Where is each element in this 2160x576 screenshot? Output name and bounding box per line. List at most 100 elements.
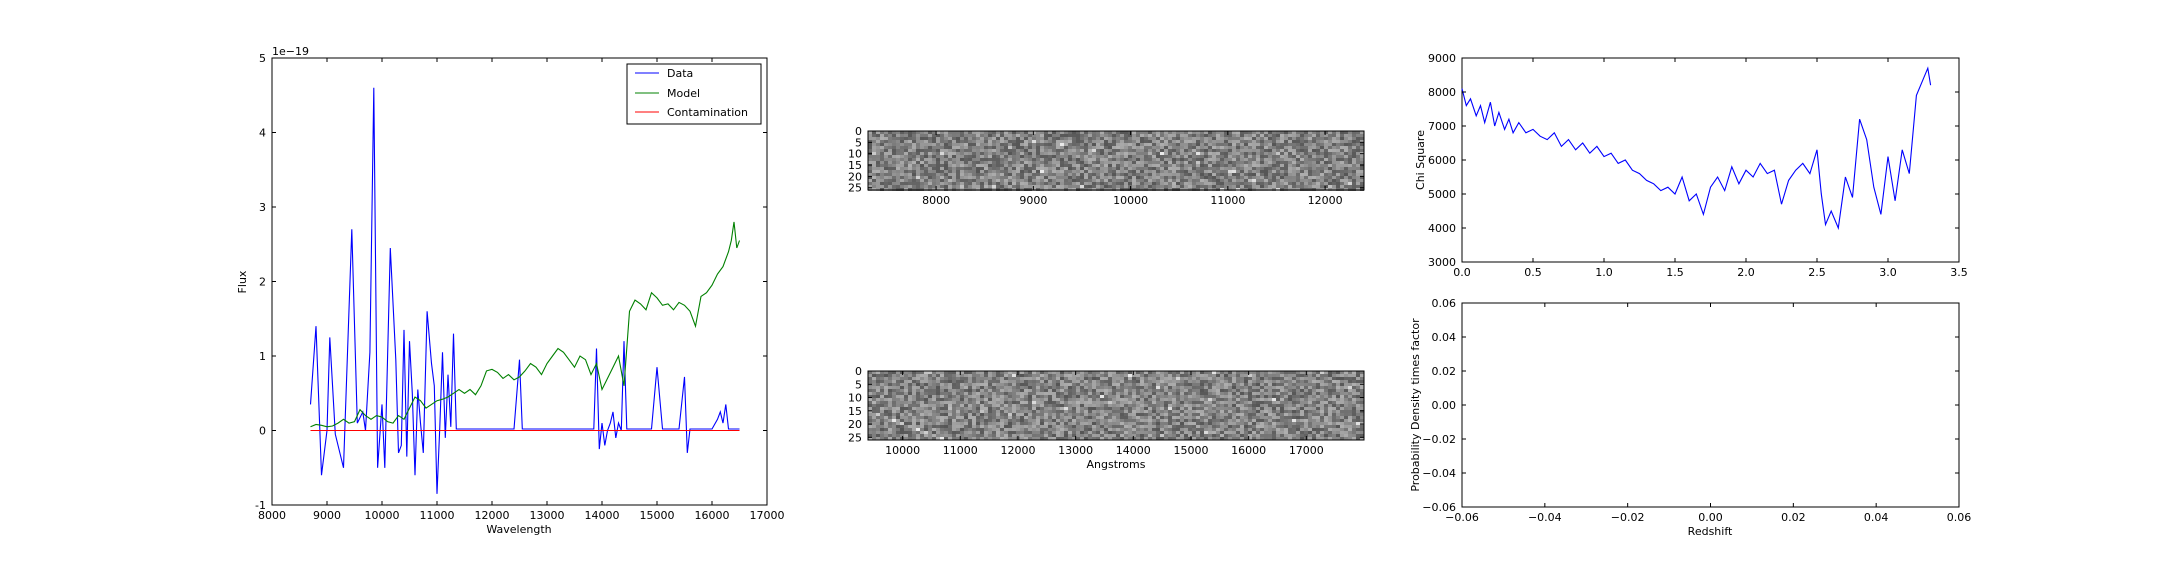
top-image-pixel [1224, 170, 1228, 173]
bottom-image-pixel [1040, 401, 1044, 404]
top-image-pixel [1068, 152, 1072, 155]
bottom-image-pixel [1060, 395, 1064, 398]
bottom-image-pixel [1320, 407, 1324, 410]
bottom-image-pixel [1236, 422, 1240, 425]
top-image-pixel [1104, 161, 1108, 164]
top-image-pixel [1260, 149, 1264, 152]
bottom-image-pixel [1036, 395, 1040, 398]
bottom-image-pixel [1320, 383, 1324, 386]
bottom-image-pixel [1284, 410, 1288, 413]
top-image-pixel [972, 164, 976, 167]
top-image-pixel [872, 140, 876, 143]
bottom-image-pixel [1352, 407, 1356, 410]
flux-spectrum-panel: 8000 9000 10000 11000 12000 13000 14000 15000 16… [236, 45, 785, 536]
bottom-image-pixel [1148, 422, 1152, 425]
top-image-pixel [892, 170, 896, 173]
top-image-pixel [1032, 161, 1036, 164]
bottom-image-pixel [1212, 401, 1216, 404]
bottom-image-pixel [1192, 386, 1196, 389]
bottom-image-pixel [1212, 392, 1216, 395]
top-image-pixel [1100, 155, 1104, 158]
top-image-pixel [972, 146, 976, 149]
bottom-image-pixel [1088, 392, 1092, 395]
top-image-pixel [1328, 176, 1332, 179]
top-image-pixel [868, 140, 872, 143]
bottom-image-pixel [936, 410, 940, 413]
top-image-pixel [1184, 182, 1188, 185]
top-image-pixel [884, 179, 888, 182]
top-image-pixel [1328, 164, 1332, 167]
top-image-pixel [868, 185, 872, 188]
top-image-pixel [1196, 164, 1200, 167]
top-image-pixel [1060, 131, 1064, 134]
top-image-pixel [1184, 134, 1188, 137]
bottom-image-pixel [924, 374, 928, 377]
top-image-pixel [880, 185, 884, 188]
bottom-image-pixel [1244, 395, 1248, 398]
bottom-image-pixel [1148, 401, 1152, 404]
top-image-pixel [880, 155, 884, 158]
top-image-pixel [1200, 164, 1204, 167]
top-image-pixel [1108, 134, 1112, 137]
bottom-image-pixel [916, 404, 920, 407]
top-image-pixel [968, 149, 972, 152]
bottom-image-pixel [1128, 392, 1132, 395]
top-image-pixel [1228, 185, 1232, 188]
bottom-image-pixel [1080, 422, 1084, 425]
top-image-pixel [884, 170, 888, 173]
bottom-image-pixel [1000, 407, 1004, 410]
top-image-pixel [1100, 161, 1104, 164]
top-image-pixel [1252, 176, 1256, 179]
top-image-pixel [1156, 176, 1160, 179]
bottom-image-pixel [1300, 416, 1304, 419]
top-image-pixel [1068, 185, 1072, 188]
top-image-pixel [1024, 152, 1028, 155]
bottom-image-pixel [1056, 374, 1060, 377]
bottom-image-pixel [1208, 416, 1212, 419]
top-image-pixel [1356, 149, 1360, 152]
bottom-image-pixel [1012, 371, 1016, 374]
bottom-image-pixel [988, 413, 992, 416]
top-image-pixel [1028, 146, 1032, 149]
top-image-pixel [1272, 155, 1276, 158]
bottom-image-pixel [1236, 380, 1240, 383]
top-image-pixel [1116, 158, 1120, 161]
bottom-image-pixel [1168, 413, 1172, 416]
top-image-pixel [1204, 173, 1208, 176]
top-image-pixel [1016, 161, 1020, 164]
bottom-image-pixel [1348, 401, 1352, 404]
top-image-pixel [1332, 182, 1336, 185]
top-image-pixel [1076, 173, 1080, 176]
top-image-pixel [1192, 146, 1196, 149]
bottom-image-pixel [1252, 413, 1256, 416]
top-image-pixel [968, 182, 972, 185]
bottom-image-pixel [1152, 398, 1156, 401]
top-image-pixel [1016, 158, 1020, 161]
bottom-image-pixel [1224, 419, 1228, 422]
bottom-image-pixel [1352, 380, 1356, 383]
top-image-pixel [952, 137, 956, 140]
top-image-pixel [1244, 134, 1248, 137]
top-image-pixel [896, 155, 900, 158]
bottom-image-pixel [1100, 392, 1104, 395]
bottom-image-pixel [1308, 371, 1312, 374]
bottom-image-pixel [1056, 392, 1060, 395]
bottom-image-pixel [1088, 380, 1092, 383]
bottom-image-pixel [1172, 422, 1176, 425]
bottom-image-pixel [996, 419, 1000, 422]
bottom-image-pixel [1044, 413, 1048, 416]
bottom-image-pixel [1172, 413, 1176, 416]
top-image-pixel [1304, 158, 1308, 161]
top-image-pixel [1076, 161, 1080, 164]
top-image-pixel [1256, 185, 1260, 188]
bottom-image-pixel [1040, 398, 1044, 401]
top-image-pixel [1048, 134, 1052, 137]
bottom-image-pixel [1184, 404, 1188, 407]
top-image-pixel [1040, 176, 1044, 179]
bottom-image-pixel [1244, 419, 1248, 422]
bottom-image-pixel [1280, 413, 1284, 416]
top-image-pixel [916, 143, 920, 146]
top-image-pixel [892, 176, 896, 179]
top-image-pixel [1132, 164, 1136, 167]
top-image-pixel [1308, 149, 1312, 152]
